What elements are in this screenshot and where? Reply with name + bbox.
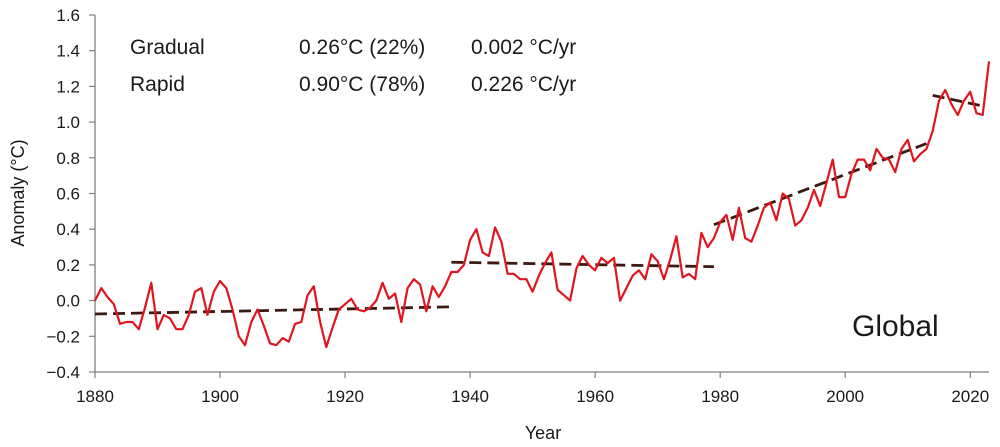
- stat-gradual-rate: 0.002 °C/yr: [471, 36, 576, 59]
- y-tick-label: 1.0: [56, 113, 80, 132]
- y-tick-label: 1.2: [56, 77, 80, 96]
- stat-gradual-change: 0.26°C (22%): [299, 36, 425, 59]
- y-tick-label: 0.4: [56, 220, 80, 239]
- stat-rapid-change: 0.90°C (78%): [299, 73, 425, 96]
- x-tick-label: 1880: [76, 387, 114, 406]
- x-tick-label: 2000: [826, 387, 864, 406]
- y-tick-label: −0.2: [46, 327, 80, 346]
- stats-table: Gradual 0.26°C (22%) 0.002 °C/yr Rapid 0…: [130, 36, 576, 96]
- x-tick-label: 1900: [201, 387, 239, 406]
- y-tick-label: 1.6: [56, 6, 80, 25]
- y-tick-label: 0.6: [56, 185, 80, 204]
- trend-lines: [94, 93, 984, 316]
- x-tick-label: 1920: [326, 387, 364, 406]
- x-axis-title: Year: [525, 423, 561, 443]
- x-tick-label: 1980: [701, 387, 739, 406]
- x-tick-label: 1960: [576, 387, 614, 406]
- plot-area: 1.6 1.4 1.2 1.0 0.8 0.6 0.4 0.2 0.0 −0.2 −0.4 1880…: [46, 6, 991, 406]
- y-tick-label: 0.2: [56, 256, 80, 275]
- x-tick-label: 1940: [451, 387, 489, 406]
- trend-segment: [713, 142, 927, 227]
- stat-rapid-rate: 0.226 °C/yr: [471, 73, 576, 96]
- x-axis-ticks: 1880 1900 1920 1940 1960 1980 2000 2020: [76, 372, 989, 406]
- y-tick-label: 0.0: [56, 292, 80, 311]
- y-tick-label: −0.4: [46, 363, 80, 382]
- y-axis-title: Anomaly (°C): [8, 139, 28, 246]
- y-tick-label: 0.8: [56, 149, 80, 168]
- stat-gradual-label: Gradual: [130, 36, 205, 59]
- anomaly-line: [94, 61, 991, 349]
- y-axis-ticks: 1.6 1.4 1.2 1.0 0.8 0.6 0.4 0.2 0.0 −0.2 −0.4: [46, 6, 95, 382]
- anomaly-series: [94, 61, 991, 349]
- region-label: Global: [852, 310, 939, 343]
- stat-rapid-label: Rapid: [130, 73, 185, 96]
- y-tick-label: 1.4: [56, 42, 80, 61]
- x-tick-label: 2020: [951, 387, 989, 406]
- trend-segment: [451, 260, 714, 269]
